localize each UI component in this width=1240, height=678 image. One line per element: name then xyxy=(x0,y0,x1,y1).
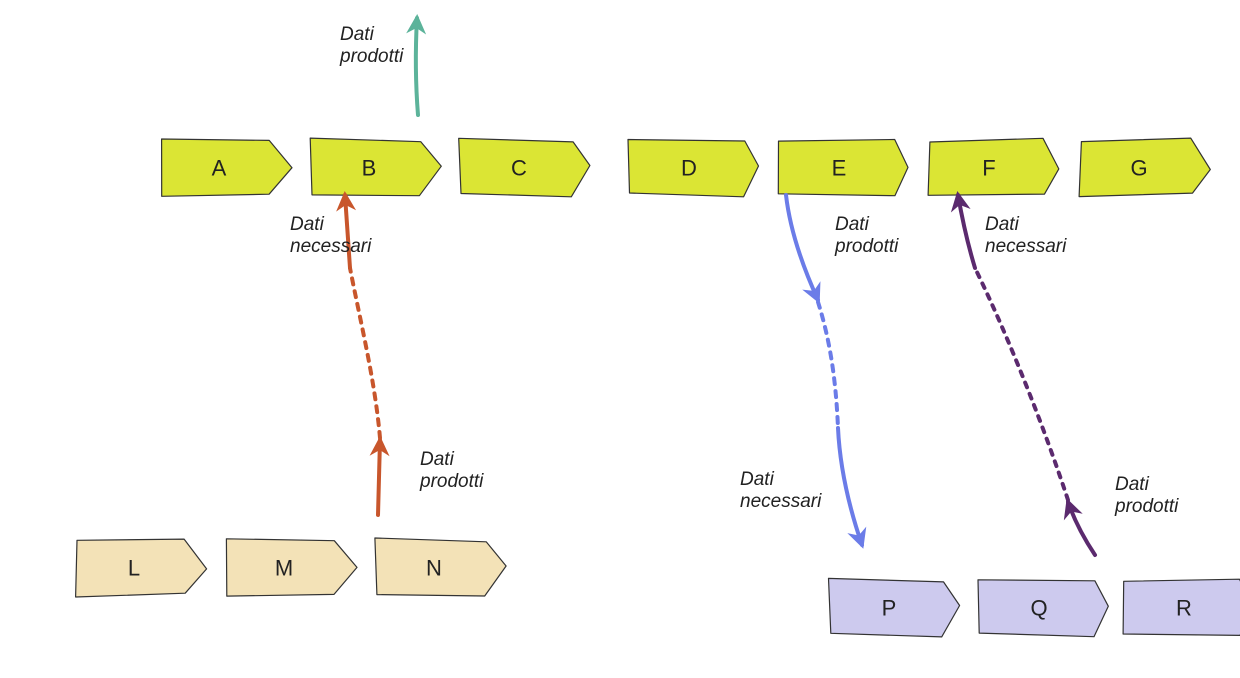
node-m: M xyxy=(226,539,357,596)
arrow-label: necessari xyxy=(985,236,1067,257)
arrow-label: Dati xyxy=(420,449,455,470)
arrow-label: prodotti xyxy=(339,46,404,67)
node-label-d: D xyxy=(681,155,697,180)
node-c: C xyxy=(459,138,590,197)
node-label-a: A xyxy=(212,155,227,180)
diagram-canvas: ABCDEFGLMNPQR DatiprodottiDatinecessariD… xyxy=(0,0,1240,678)
node-a: A xyxy=(162,139,292,196)
node-label-e: E xyxy=(832,155,847,180)
node-label-g: G xyxy=(1130,155,1147,180)
arrow-label: prodotti xyxy=(419,471,484,492)
node-n: N xyxy=(375,538,506,596)
node-label-c: C xyxy=(511,155,527,180)
arrow-label: Dati xyxy=(985,214,1020,235)
arrow-label: Dati xyxy=(290,214,325,235)
node-d: D xyxy=(628,140,759,197)
arrow-label: Dati xyxy=(340,24,375,45)
node-label-r: R xyxy=(1176,595,1192,620)
node-label-q: Q xyxy=(1030,595,1047,620)
node-p: P xyxy=(829,578,960,637)
node-label-f: F xyxy=(982,155,995,180)
arrow-label: Dati xyxy=(740,469,775,490)
node-label-p: P xyxy=(882,595,897,620)
arrow-label: necessari xyxy=(290,236,372,257)
node-q: Q xyxy=(978,580,1108,637)
arrow-label: necessari xyxy=(740,491,822,512)
node-g: G xyxy=(1079,138,1210,197)
node-b: B xyxy=(310,138,441,196)
node-label-n: N xyxy=(426,555,442,580)
arrow-label: Dati xyxy=(835,214,870,235)
node-f: F xyxy=(928,138,1059,195)
node-r: R xyxy=(1123,579,1240,635)
node-l: L xyxy=(76,539,207,597)
node-label-l: L xyxy=(128,555,140,580)
arrow-label: Dati xyxy=(1115,474,1150,495)
node-label-m: M xyxy=(275,555,293,580)
arrow-b-out xyxy=(416,18,418,115)
node-label-b: B xyxy=(362,155,377,180)
arrow-label: prodotti xyxy=(834,236,899,257)
node-e: E xyxy=(778,140,908,196)
arrow-label: prodotti xyxy=(1114,496,1179,517)
